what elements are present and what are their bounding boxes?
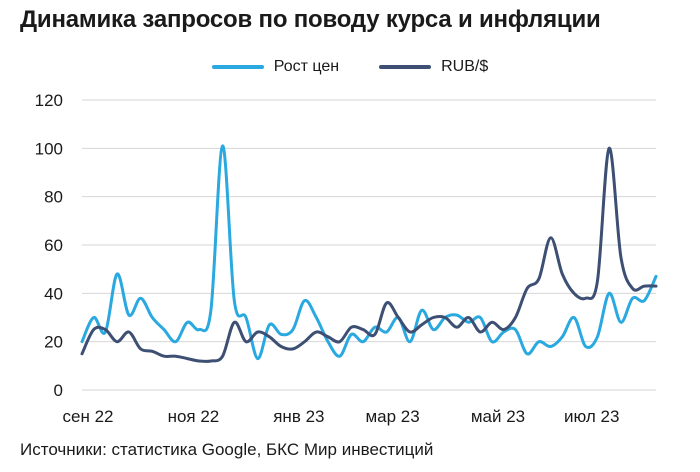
legend-swatch-price-growth (211, 65, 264, 69)
y-tick-label: 120 (35, 91, 63, 110)
x-tick-label: сен 22 (63, 407, 114, 426)
source-note: Источники: статистика Google, БКС Мир ин… (20, 440, 434, 459)
chart-title: Динамика запросов по поводу курса и инфл… (20, 6, 601, 33)
y-tick-label: 60 (44, 236, 63, 255)
legend-item-rub-usd: RUB/$ (379, 58, 488, 76)
y-tick-label: 100 (35, 139, 63, 158)
legend-label-price-growth: Рост цен (273, 58, 340, 75)
legend-label-rub-usd: RUB/$ (441, 58, 489, 75)
x-tick-label: май 23 (471, 407, 525, 426)
chart-legend: Рост цен RUB/$ (0, 58, 700, 76)
y-tick-label: 20 (44, 333, 63, 352)
y-tick-label: 80 (44, 188, 63, 207)
y-tick-label: 0 (54, 381, 63, 400)
x-tick-label: мар 23 (365, 407, 419, 426)
legend-item-price-growth: Рост цен (211, 58, 340, 76)
series-lines (80, 144, 658, 363)
grid-lines (82, 99, 656, 391)
x-tick-label: янв 23 (273, 407, 324, 426)
x-tick-label: ноя 22 (168, 407, 220, 426)
series-line-price-growth (80, 144, 658, 361)
y-axis: 0 20 40 60 80 100 120 (35, 91, 63, 400)
x-tick-label: июл 23 (564, 407, 619, 426)
legend-swatch-rub-usd (379, 65, 432, 69)
series-line-rub-usd (80, 146, 658, 363)
y-tick-label: 40 (44, 284, 63, 303)
x-axis: сен 22 ноя 22 янв 23 мар 23 май 23 июл 23 (63, 407, 620, 426)
